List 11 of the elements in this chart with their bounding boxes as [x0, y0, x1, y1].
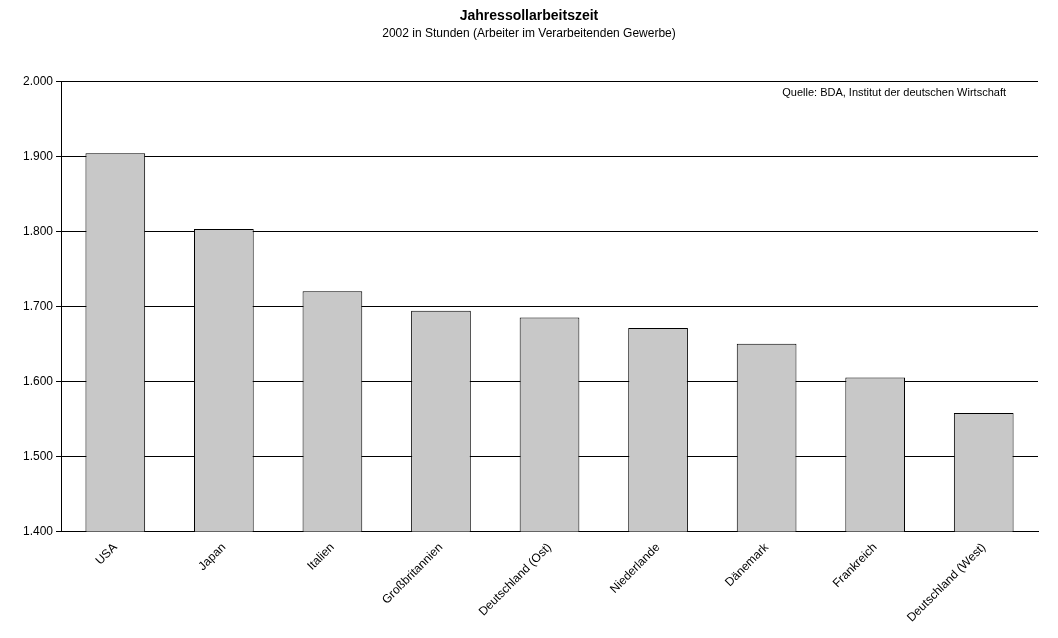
y-tick-label: 1.400 — [23, 523, 54, 538]
y-tick-label: 1.500 — [23, 448, 54, 463]
y-tick-label: 1.700 — [23, 298, 54, 313]
y-tick-label: 1.800 — [23, 223, 54, 238]
y-tick-label: 1.600 — [23, 373, 54, 388]
y-tick-label: 2.000 — [23, 73, 54, 88]
annotation: Quelle: BDA, Institut der deutschen Wirtschaft — [782, 85, 1006, 98]
x-tick-label: USA — [92, 540, 120, 568]
y-tick-label: 1.900 — [23, 148, 54, 163]
chart-title: Jahressollarbeitszeit — [459, 7, 599, 24]
chart-subtitle: 2002 in Stunden (Arbeiter im Verarbeitenden Gewerbe) — [382, 26, 676, 41]
